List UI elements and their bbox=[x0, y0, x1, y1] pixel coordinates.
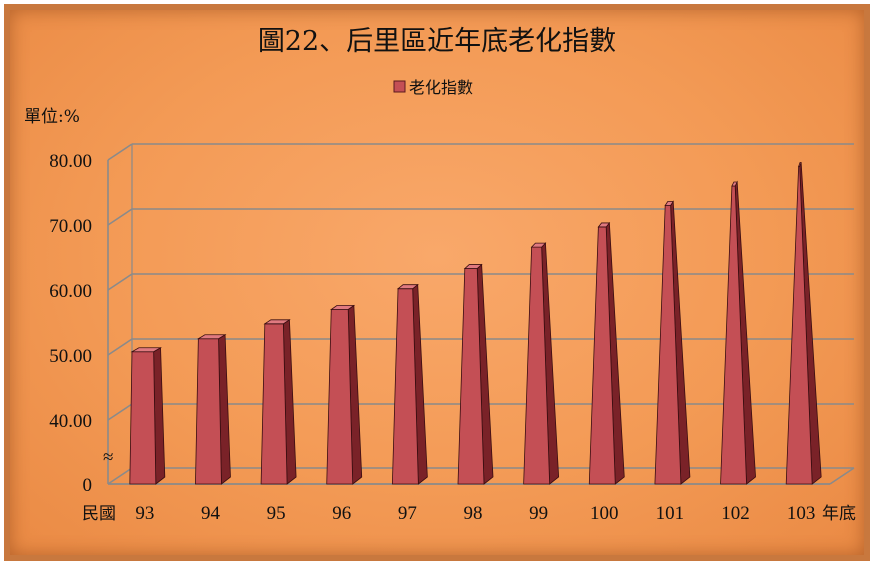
bar bbox=[785, 162, 822, 485]
x-tick-label: 97 bbox=[398, 503, 417, 524]
legend-swatch bbox=[393, 80, 406, 93]
bar bbox=[523, 242, 560, 485]
y-tick-label: 50.00 bbox=[49, 346, 92, 367]
bar-top bbox=[130, 347, 163, 353]
x-tick-label: 99 bbox=[529, 503, 548, 524]
bar-front bbox=[326, 309, 354, 485]
x-tick-label: 94 bbox=[201, 503, 221, 524]
bar bbox=[195, 334, 231, 485]
y-tick-label: 60.00 bbox=[49, 281, 92, 302]
gridline-side bbox=[107, 208, 133, 226]
x-tick-label: 102 bbox=[721, 503, 750, 524]
bar-top bbox=[463, 264, 483, 269]
bar-top bbox=[530, 242, 547, 248]
bar-top bbox=[396, 284, 419, 290]
gridline-side bbox=[107, 403, 133, 421]
bars bbox=[129, 162, 822, 485]
y-tick-label: 0 bbox=[83, 475, 93, 496]
legend-label: 老化指數 bbox=[409, 78, 473, 97]
x-tick-label: 95 bbox=[267, 503, 286, 524]
bar-top bbox=[664, 201, 674, 206]
bar-front bbox=[260, 323, 288, 485]
bar bbox=[654, 200, 691, 485]
x-tick-label: 101 bbox=[656, 503, 685, 524]
x-axis-left-edge bbox=[107, 467, 133, 485]
chart-title: 圖22、后里區近年底老化指數 bbox=[258, 26, 616, 57]
bar bbox=[326, 304, 363, 485]
x-tick-label: 96 bbox=[332, 503, 351, 524]
x-tick-label: 100 bbox=[590, 503, 619, 524]
bar bbox=[457, 263, 494, 485]
bar bbox=[260, 319, 297, 485]
bar bbox=[129, 347, 166, 485]
unit-label: 單位:% bbox=[24, 107, 80, 127]
y-tick-labels: 0 40.00 50.00 60.00 70.00 80.00 bbox=[49, 151, 92, 496]
y-tick-label: 70.00 bbox=[49, 216, 92, 237]
x-tick-label: 103 bbox=[787, 503, 816, 524]
bar-top bbox=[731, 181, 738, 187]
x-tick-labels: 93 94 95 96 97 98 99 100 101 102 103 bbox=[135, 503, 815, 524]
bar-top bbox=[263, 319, 291, 325]
bar bbox=[588, 221, 625, 485]
gridline-side bbox=[107, 143, 133, 161]
axis-break-mark: ≈ bbox=[103, 447, 113, 468]
x-prefix-label: 民國 bbox=[82, 504, 116, 524]
bar bbox=[391, 283, 428, 485]
legend: 老化指數 bbox=[393, 78, 473, 97]
bar-top bbox=[196, 334, 227, 340]
bar-top bbox=[329, 305, 356, 310]
gridline-side bbox=[107, 338, 133, 356]
y-tick-label: 80.00 bbox=[49, 151, 92, 172]
y-tick-label: 40.00 bbox=[49, 411, 92, 432]
bar-top bbox=[798, 162, 802, 167]
gridline-side bbox=[107, 273, 133, 291]
x-suffix-label: 年底 bbox=[822, 504, 856, 524]
bar-front bbox=[129, 351, 157, 485]
bar-top bbox=[597, 222, 611, 228]
bar bbox=[720, 180, 756, 485]
bar-front bbox=[195, 338, 222, 485]
x-tick-label: 93 bbox=[135, 503, 154, 524]
x-tick-label: 98 bbox=[464, 503, 483, 524]
x-axis-right-edge bbox=[829, 467, 855, 485]
